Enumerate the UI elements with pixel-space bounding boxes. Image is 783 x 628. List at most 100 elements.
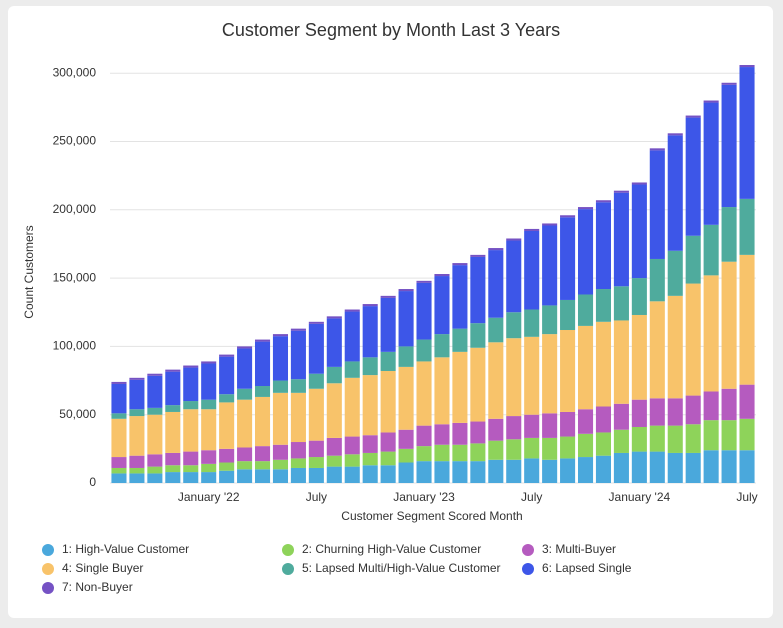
bar-segment [165, 405, 181, 412]
bar-segment [560, 458, 576, 483]
bar-segment [165, 452, 181, 466]
bar-segment [416, 425, 432, 447]
bar-segment [649, 425, 665, 452]
legend-swatch [282, 563, 294, 575]
bar-segment [129, 473, 145, 483]
bar-segment [272, 380, 289, 393]
bar-segment [667, 295, 683, 399]
bar-segment [362, 304, 378, 307]
bar-segment [254, 396, 271, 447]
bar-segment [595, 455, 612, 483]
bar-segment [290, 328, 306, 331]
bar-segment [326, 437, 342, 456]
bar-segment [398, 448, 414, 463]
bar-segment [129, 467, 145, 474]
bar-segment [542, 413, 558, 438]
bar-segment [308, 373, 324, 389]
y-tick-label: 100,000 [53, 339, 97, 353]
bar-segment [649, 398, 665, 426]
bar-segment [649, 258, 665, 302]
bar-segment [721, 207, 737, 262]
bar-segment [183, 465, 199, 473]
legend-swatch [522, 544, 534, 556]
bar-segment [739, 198, 755, 255]
bar-segment [290, 458, 306, 468]
bar-segment [685, 424, 701, 453]
bar-segment [721, 420, 737, 451]
bar-segment [631, 399, 647, 427]
bar-segment [488, 250, 504, 318]
bar-segment [452, 461, 468, 483]
bar-segment [362, 435, 378, 453]
bar-segment [111, 457, 127, 468]
bar-segment [380, 295, 396, 298]
bar-segment [416, 361, 432, 426]
legend-swatch [42, 563, 54, 575]
bar-segment [147, 454, 163, 467]
bar-segment [721, 388, 737, 421]
bar-segment [434, 334, 450, 358]
bar-segment [272, 336, 289, 381]
bar-segment [703, 100, 719, 103]
chart-title: Customer Segment by Month Last 3 Years [222, 20, 560, 40]
bar-segment [470, 256, 486, 324]
bar-segment [667, 425, 683, 453]
y-tick-label: 150,000 [53, 270, 97, 284]
bar-segment [470, 461, 486, 483]
bar-segment [595, 200, 612, 203]
bar-segment [362, 375, 378, 436]
bar-segment [254, 341, 271, 387]
bar-segment [595, 432, 612, 456]
bar-segment [398, 346, 414, 367]
bar-segment [524, 414, 540, 438]
bar-segment [470, 347, 486, 422]
bar-segment [649, 150, 665, 259]
bar-segment [667, 133, 683, 136]
bar-segment [129, 416, 145, 456]
bar-segment [111, 418, 127, 458]
legend-label: 4: Single Buyer [62, 561, 143, 575]
bar-segment [649, 148, 665, 151]
bar-segment [326, 455, 342, 467]
x-tick-label: July [736, 490, 757, 504]
bar-segment [560, 215, 576, 218]
bar-segment [685, 283, 701, 396]
bar-segment [685, 117, 701, 236]
bar-segment [649, 301, 665, 399]
bar-segment [560, 436, 576, 459]
bar-segment [362, 306, 378, 358]
bar-segment [631, 314, 647, 400]
bar-segment [237, 469, 253, 483]
bar-segment [344, 466, 360, 483]
bar-segment [524, 336, 540, 415]
bar-segment [129, 409, 145, 417]
bar-segment [613, 403, 629, 430]
bar-segment [452, 265, 468, 329]
bar-segment [452, 351, 468, 423]
bar-segment [129, 379, 145, 410]
bar-segment [183, 472, 199, 483]
bar-segment [290, 379, 306, 393]
legend-swatch [42, 544, 54, 556]
bar-segment [524, 230, 540, 310]
bar-segment [524, 309, 540, 337]
bar-segment [165, 411, 181, 453]
bar-segment [542, 334, 558, 414]
y-tick-label: 200,000 [53, 202, 97, 216]
bar-segment [542, 459, 558, 483]
bar-segment [506, 439, 522, 460]
bar-segment [111, 413, 127, 419]
bar-segment [147, 473, 163, 483]
bar-segment [254, 461, 271, 470]
bar-segment [488, 317, 504, 343]
bar-segment [434, 444, 450, 462]
bar-segment [344, 436, 360, 455]
bar-segment [183, 409, 199, 452]
bar-segment [147, 373, 163, 376]
bar-segment [380, 351, 396, 371]
legend-label: 5: Lapsed Multi/High-Value Customer [302, 561, 501, 575]
bar-segment [326, 466, 342, 483]
bar-segment [237, 447, 253, 462]
bar-segment [721, 84, 737, 208]
bar-segment [595, 202, 612, 290]
